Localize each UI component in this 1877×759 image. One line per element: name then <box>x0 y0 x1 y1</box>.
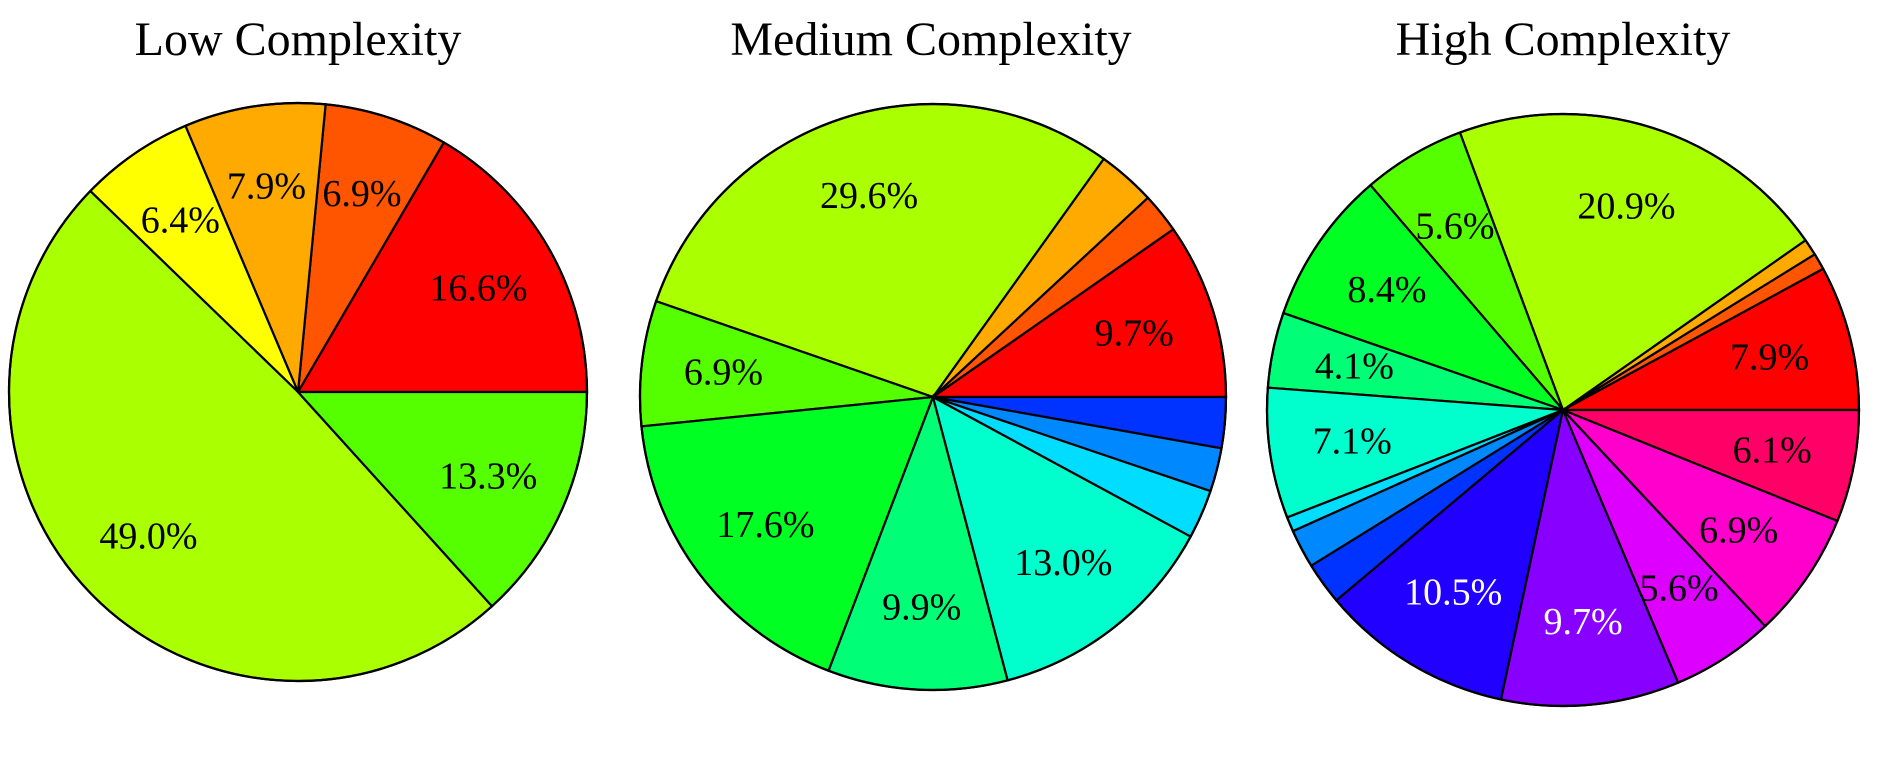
pie-high-outline <box>1265 112 1861 708</box>
pie-low-slice-label-0: 16.6% <box>429 267 527 309</box>
pie-medium-outline <box>638 102 1228 692</box>
pie-title-high-complexity: High Complexity <box>1396 13 1731 66</box>
pie-high-slice-label-15: 6.1% <box>1733 430 1812 472</box>
pie-high-slice-label-5: 8.4% <box>1347 269 1426 311</box>
pie-low-slice-label-2: 7.9% <box>227 165 306 207</box>
pie-medium-slice-label-6: 9.9% <box>882 587 961 629</box>
pie-low-slice-label-1: 6.9% <box>322 173 401 215</box>
pie-high-slice-label-14: 6.9% <box>1699 510 1778 552</box>
pie-medium-slice-label-4: 6.9% <box>684 352 763 394</box>
pie-title-low-complexity: Low Complexity <box>135 13 462 66</box>
pie-high-complexity: High Complexity 7.9% 20.9% 5.6% 8.4% 4.1% 7.1… <box>1265 13 1861 708</box>
pie-low-slice-label-3: 6.4% <box>141 199 220 241</box>
pie-medium-slice-label-5: 17.6% <box>716 504 814 546</box>
pie-low-slice-label-4: 49.0% <box>99 516 197 558</box>
pie-low-outline <box>7 101 589 683</box>
pie-medium-slice-label-0: 9.7% <box>1095 313 1174 355</box>
pie-high-slice-label-4: 5.6% <box>1415 205 1494 247</box>
pie-medium-complexity: Medium Complexity 9.7% 29.6% 6.9% 17.6% 9.9%… <box>638 13 1228 692</box>
pie-high-slice-label-6: 4.1% <box>1315 346 1394 388</box>
pie-low-slice-label-5: 13.3% <box>439 455 537 497</box>
pie-high-slice-label-12: 9.7% <box>1544 601 1623 643</box>
pie-high-slice-label-13: 5.6% <box>1640 568 1719 610</box>
pie-low-complexity: Low Complexity 16.6% 6.9% 7.9%6.4% 49.0% 13.… <box>7 13 589 683</box>
pie-high-slice-label-3: 20.9% <box>1577 186 1675 228</box>
pie-medium-slice-label-3: 29.6% <box>820 175 918 217</box>
pie-medium-slice-label-7: 13.0% <box>1014 542 1112 584</box>
pie-title-medium-complexity: Medium Complexity <box>730 13 1131 66</box>
pie-high-slice-label-11: 10.5% <box>1404 572 1502 614</box>
pie-high-slice-label-7: 7.1% <box>1313 420 1392 462</box>
pie-high-slice-label-0: 7.9% <box>1730 337 1809 379</box>
